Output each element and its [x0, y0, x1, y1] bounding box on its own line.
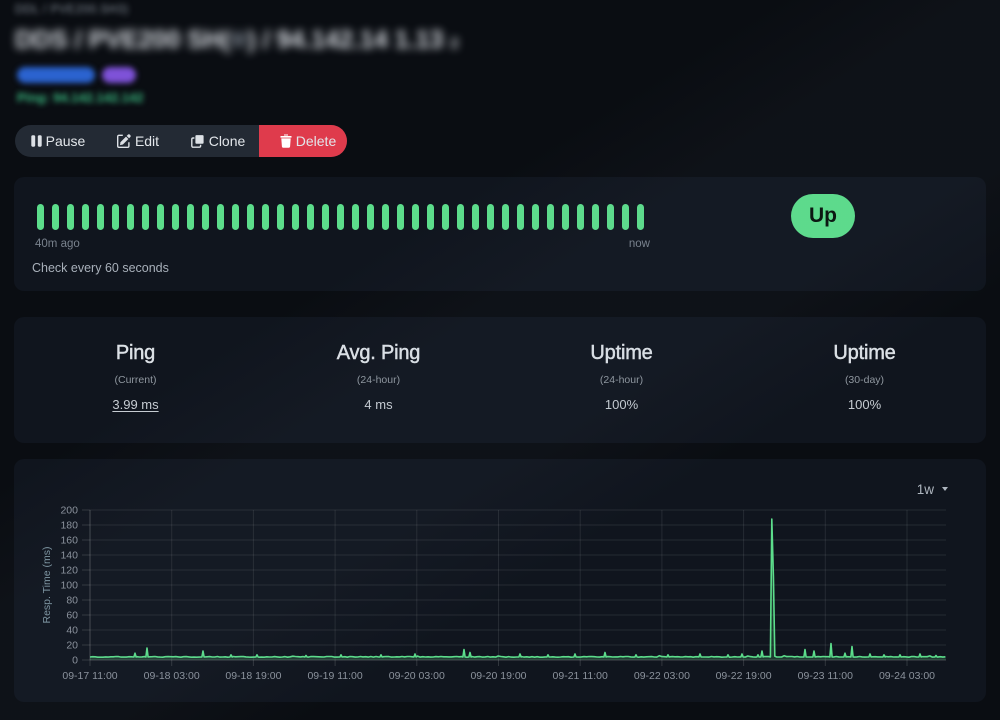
- svg-text:200: 200: [60, 505, 78, 517]
- svg-text:20: 20: [66, 640, 78, 652]
- svg-text:09-23 11:00: 09-23 11:00: [798, 670, 853, 682]
- svg-text:09-19 11:00: 09-19 11:00: [307, 670, 362, 682]
- svg-text:80: 80: [66, 595, 78, 607]
- svg-text:100: 100: [60, 580, 78, 592]
- svg-text:09-24 03:00: 09-24 03:00: [879, 670, 935, 682]
- svg-text:09-20 19:00: 09-20 19:00: [470, 670, 526, 682]
- svg-text:180: 180: [60, 520, 78, 532]
- svg-text:40: 40: [66, 625, 78, 637]
- svg-text:09-22 19:00: 09-22 19:00: [716, 670, 772, 682]
- svg-text:09-21 11:00: 09-21 11:00: [553, 670, 608, 682]
- svg-text:Resp. Time (ms): Resp. Time (ms): [41, 546, 53, 623]
- svg-text:09-22 03:00: 09-22 03:00: [634, 670, 690, 682]
- svg-text:09-18 03:00: 09-18 03:00: [144, 670, 200, 682]
- svg-text:160: 160: [60, 535, 78, 547]
- svg-text:120: 120: [60, 565, 78, 577]
- svg-text:140: 140: [60, 550, 78, 562]
- svg-text:09-20 03:00: 09-20 03:00: [389, 670, 445, 682]
- svg-text:09-17 11:00: 09-17 11:00: [62, 670, 117, 682]
- svg-text:0: 0: [72, 655, 78, 667]
- svg-text:60: 60: [66, 610, 78, 622]
- svg-text:09-18 19:00: 09-18 19:00: [225, 670, 281, 682]
